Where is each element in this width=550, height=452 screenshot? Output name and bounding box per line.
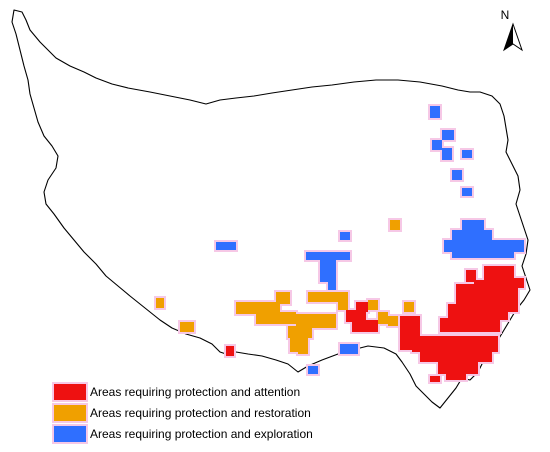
- map-cell-attention: [448, 304, 508, 320]
- map-cell-attention: [438, 360, 478, 374]
- map-cell-attention: [440, 318, 500, 332]
- map-cell-attention: [484, 266, 514, 280]
- map-cell-exploration: [462, 188, 472, 196]
- map-cell-exploration: [306, 252, 350, 260]
- map-legend: Areas requiring protection and attention…: [54, 382, 374, 445]
- map-cell-restoration: [236, 302, 280, 314]
- map-cell-restoration: [296, 314, 336, 328]
- map-cell-restoration: [180, 322, 194, 332]
- map-cell-exploration: [442, 130, 454, 140]
- legend-swatch-restoration: [54, 405, 86, 421]
- map-cell-attention: [420, 348, 492, 362]
- legend-label-restoration: Areas requiring protection and restorati…: [90, 406, 311, 420]
- map-cell-exploration: [444, 240, 524, 252]
- map-cell-attention: [226, 346, 234, 356]
- legend-swatch-attention: [54, 384, 86, 400]
- legend-item-attention: Areas requiring protection and attention: [54, 382, 374, 402]
- map-cell-attention: [488, 278, 524, 288]
- map-cell-restoration: [298, 346, 308, 354]
- map-cell-exploration: [452, 230, 492, 242]
- map-cell-exploration: [442, 148, 452, 160]
- map-cell-exploration: [340, 344, 358, 354]
- legend-item-exploration: Areas requiring protection and explorati…: [54, 424, 374, 444]
- map-cell-restoration: [368, 300, 378, 310]
- north-label: N: [501, 8, 510, 22]
- map-cell-attention: [356, 302, 368, 312]
- legend-swatch-exploration: [54, 426, 86, 442]
- map-cell-attention: [446, 372, 466, 380]
- map-cell-exploration: [462, 220, 484, 232]
- map-cell-attention: [430, 376, 440, 382]
- map-cell-attention: [346, 310, 366, 322]
- map-cell-exploration: [216, 242, 236, 250]
- map-cell-restoration: [288, 326, 312, 338]
- map-cell-restoration: [378, 312, 388, 324]
- map-cell-attention: [466, 270, 476, 282]
- map-cell-restoration: [256, 312, 296, 324]
- map-cell-exploration: [462, 150, 472, 158]
- map-cell-exploration: [452, 170, 462, 180]
- map-cell-exploration: [320, 260, 330, 282]
- map-cell-attention: [352, 320, 378, 332]
- legend-label-attention: Areas requiring protection and attention: [90, 385, 301, 399]
- map-cell-exploration: [430, 106, 440, 118]
- map-cell-exploration: [340, 232, 350, 240]
- map-cell-exploration: [432, 140, 442, 150]
- map-cell-exploration: [452, 250, 514, 258]
- map-cell-exploration: [328, 260, 336, 290]
- map-cell-restoration: [156, 298, 164, 308]
- map-cell-attention: [456, 284, 478, 308]
- legend-label-exploration: Areas requiring protection and explorati…: [90, 427, 313, 441]
- map-cell-restoration: [308, 292, 348, 302]
- map-cell-restoration: [388, 316, 398, 326]
- map-cell-exploration: [308, 366, 318, 374]
- cell-layer: [156, 106, 524, 382]
- north-arrow: N: [501, 8, 523, 52]
- legend-item-restoration: Areas requiring protection and restorati…: [54, 403, 374, 423]
- map-cell-restoration: [390, 220, 400, 230]
- map-cell-restoration: [338, 300, 348, 310]
- map-cell-restoration: [404, 302, 414, 312]
- map-cell-restoration: [276, 292, 290, 304]
